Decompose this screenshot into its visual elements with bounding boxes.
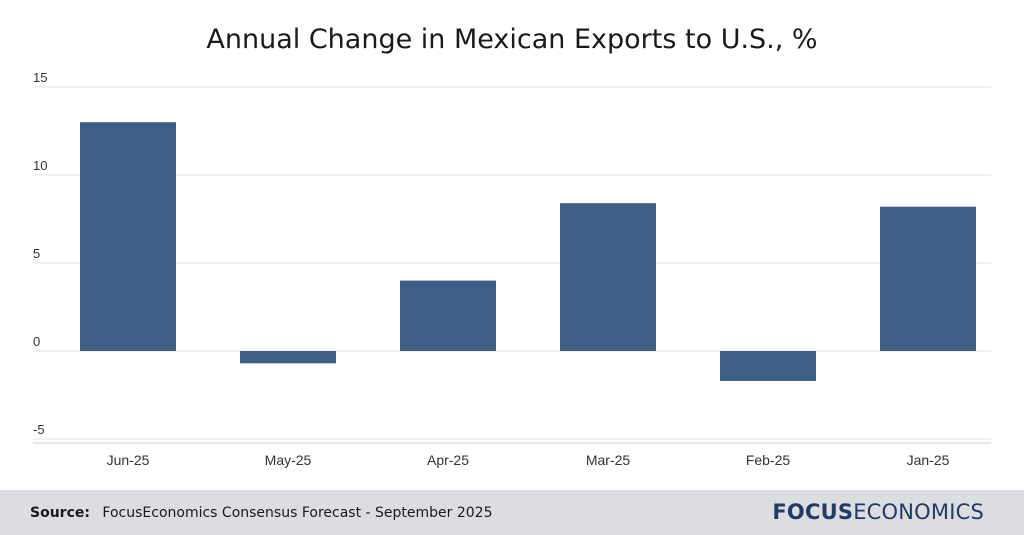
chart-title: Annual Change in Mexican Exports to U.S.… [206, 24, 818, 55]
source-note: Source: FocusEconomics Consensus Forecas… [30, 505, 492, 521]
x-tick-label: Jun-25 [107, 452, 150, 468]
y-tick-label: -5 [33, 422, 45, 437]
bar [400, 280, 496, 351]
source-label: Source: [30, 505, 90, 521]
logo-rest: ECONOMICS [853, 500, 984, 524]
y-tick-label: 15 [33, 70, 47, 85]
y-tick-label: 10 [33, 158, 47, 173]
bar [80, 122, 176, 351]
x-tick-label: May-25 [265, 452, 312, 468]
bar [240, 351, 336, 364]
footer-bar: Source: FocusEconomics Consensus Forecas… [0, 490, 1024, 535]
brand-logo: FOCUSECONOMICS [772, 500, 984, 524]
x-tick-label: Mar-25 [586, 452, 631, 468]
bar [720, 351, 816, 381]
x-tick-label: Apr-25 [427, 452, 469, 468]
source-text: FocusEconomics Consensus Forecast - Sept… [102, 505, 493, 521]
y-tick-label: 5 [33, 246, 40, 261]
y-tick-label: 0 [33, 334, 40, 349]
x-tick-label: Jan-25 [907, 452, 950, 468]
logo-bold: FOCUS [772, 500, 854, 524]
bar [880, 206, 976, 351]
bar [560, 203, 656, 351]
bar-chart: 15 10 5 0 -5 Jun-25 May-25 Apr-25 Mar-25 Feb-25 Ja… [33, 70, 991, 468]
x-tick-label: Feb-25 [746, 452, 791, 468]
